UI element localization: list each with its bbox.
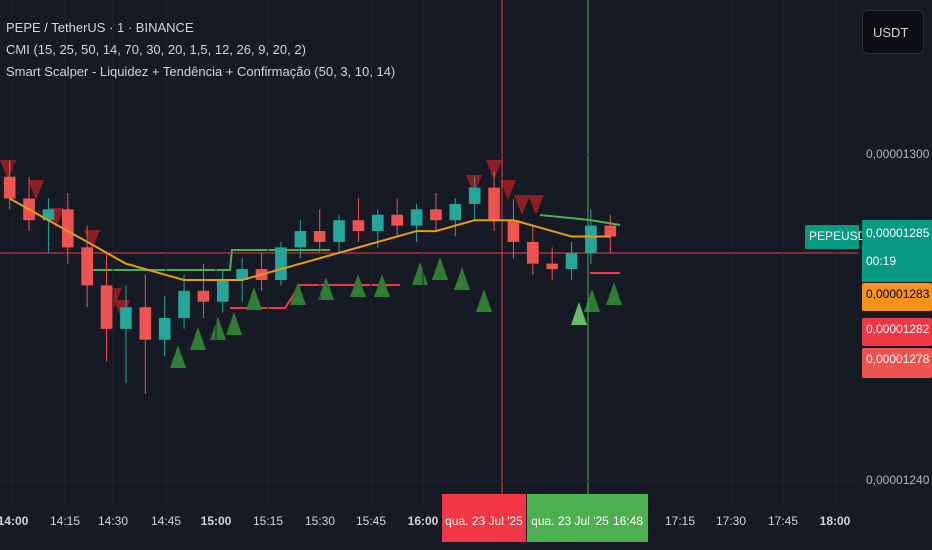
buy-signal [571, 302, 587, 325]
price-tick-label: 0,00001300 [866, 147, 930, 161]
price-tag: 0,00001282 [866, 322, 930, 336]
candle-body [488, 187, 500, 221]
price-tag-bg [862, 318, 932, 346]
candle-body [100, 285, 113, 329]
candle-body [178, 290, 190, 318]
time-label: 14:30 [98, 514, 128, 528]
time-label: 15:15 [253, 514, 283, 528]
candle-body [158, 318, 171, 340]
candle-body [42, 209, 55, 221]
candle-body [449, 203, 462, 221]
candle-body [430, 209, 442, 221]
price-tag: PEPEUSDT [809, 229, 874, 243]
time-label: 15:45 [356, 514, 386, 528]
time-label: 15:00 [201, 514, 232, 528]
currency-button[interactable]: USDT [862, 10, 924, 54]
price-tag-bg [862, 348, 932, 378]
candle-body [372, 214, 384, 232]
buy-signals [170, 257, 622, 368]
moving-average [9, 197, 611, 281]
price-tag-bg [805, 225, 859, 249]
price-tag-bg [862, 283, 932, 311]
time-label: 14:00 [0, 514, 29, 528]
candle-body [294, 231, 307, 248]
candle-body [236, 269, 248, 280]
price-tag: 00:19 [866, 254, 896, 268]
cursor-label: qua. 23 Jul '25 [531, 514, 609, 528]
candle-body [3, 176, 16, 199]
candle-body [507, 220, 520, 242]
candle-body [275, 247, 287, 280]
candle-body [410, 209, 423, 226]
time-label: 14:15 [50, 514, 80, 528]
candle-body [604, 225, 617, 237]
candle-body [62, 209, 74, 248]
candle-body [468, 187, 481, 204]
time-label: 15:30 [305, 514, 335, 528]
cursor-label: qua. 23 Jul '25 [445, 514, 523, 528]
support-line [539, 214, 621, 226]
price-tag: 0,00001285 [866, 226, 930, 240]
time-label: 18:00 [820, 514, 851, 528]
indicator-label: CMI (15, 25, 50, 14, 70, 30, 20, 1,5, 12… [6, 42, 306, 57]
candle-body [527, 241, 539, 264]
price-tick-label: 0,00001240 [866, 473, 930, 487]
sell-signals [0, 160, 544, 320]
symbol-title: PEPE / TetherUS · 1 · BINANCE [6, 20, 194, 35]
cursor-label-bg [442, 494, 526, 542]
candle-body [333, 220, 345, 242]
time-label: 17:45 [768, 514, 798, 528]
price-tag: 0,00001283 [866, 287, 930, 301]
candle-body [139, 307, 152, 340]
indicator-label: Smart Scalper - Liquidez + Tendência + C… [6, 64, 396, 79]
time-label: 16:00 [408, 514, 439, 528]
candle-body [546, 263, 558, 270]
candle-body [585, 225, 597, 253]
price-tag: 0,00001278 [866, 352, 930, 366]
time-label: 14:45 [151, 514, 181, 528]
price-tag-bg [862, 220, 932, 282]
candle-body [313, 231, 326, 242]
time-label: 17:30 [716, 514, 746, 528]
candle-body [391, 214, 403, 226]
candle-body [197, 290, 210, 302]
candle-body [81, 247, 93, 286]
cursor-label-bg [527, 494, 648, 542]
candle-body [565, 252, 578, 270]
candle-body [217, 279, 229, 302]
candle-body [352, 220, 365, 232]
time-label: 17:15 [665, 514, 695, 528]
candle-body [120, 307, 132, 329]
cursor-label: 16:48 [613, 514, 643, 528]
